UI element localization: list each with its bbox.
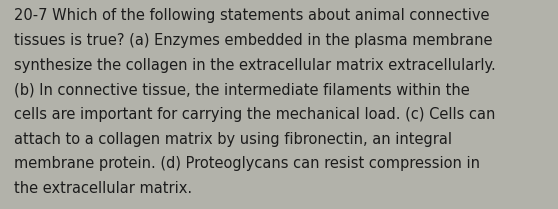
Text: (b) In connective tissue, the intermediate filaments within the: (b) In connective tissue, the intermedia… [14,82,470,97]
Text: membrane protein. (d) Proteoglycans can resist compression in: membrane protein. (d) Proteoglycans can … [14,156,480,171]
Text: cells are important for carrying the mechanical load. (c) Cells can: cells are important for carrying the mec… [14,107,496,122]
Text: tissues is true? (a) Enzymes embedded in the plasma membrane: tissues is true? (a) Enzymes embedded in… [14,33,493,48]
Text: 20-7 Which of the following statements about animal connective: 20-7 Which of the following statements a… [14,8,489,23]
Text: the extracellular matrix.: the extracellular matrix. [14,181,192,196]
Text: synthesize the collagen in the extracellular matrix extracellularly.: synthesize the collagen in the extracell… [14,58,496,73]
Text: attach to a collagen matrix by using fibronectin, an integral: attach to a collagen matrix by using fib… [14,132,452,147]
